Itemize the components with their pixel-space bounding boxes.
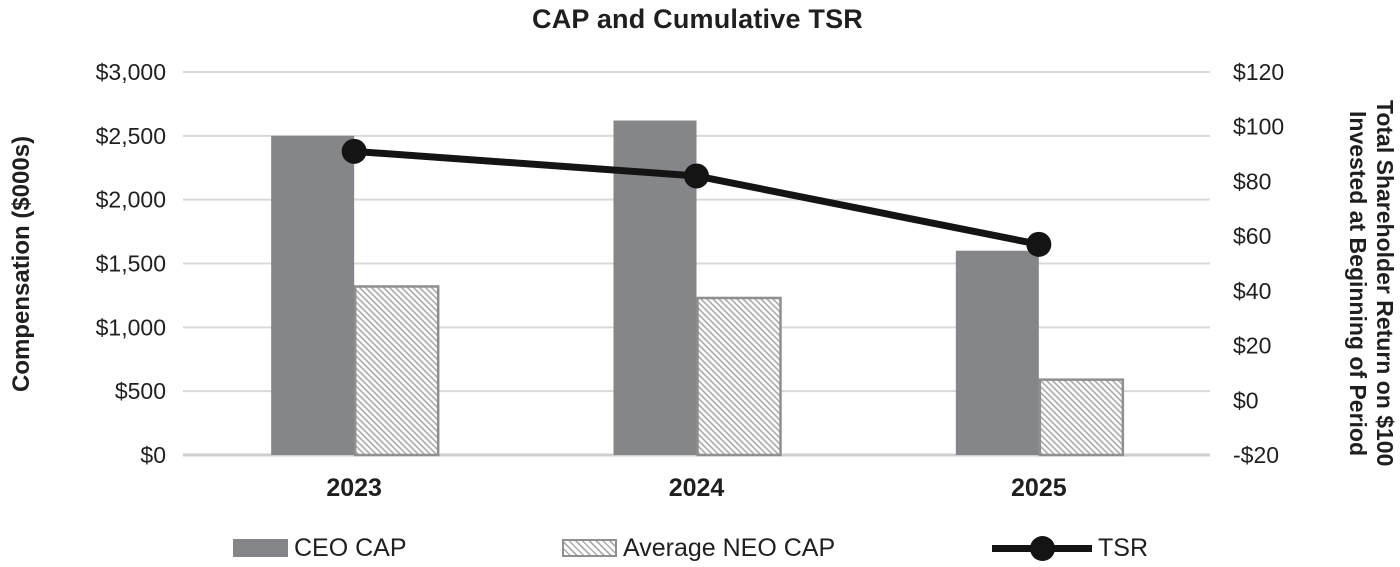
legend-label-ceo-cap: CEO CAP xyxy=(294,533,407,562)
bar-average-neo-cap-2024 xyxy=(696,296,782,457)
bar-average-neo-cap-2023 xyxy=(353,285,440,457)
right-axis-tick-label: $60 xyxy=(1233,223,1271,249)
tsr-marker-2023 xyxy=(341,138,367,164)
legend-label-average-neo-cap: Average NEO CAP xyxy=(623,533,836,562)
x-axis-label-2023: 2023 xyxy=(326,474,382,502)
left-axis-tick-label: $0 xyxy=(140,442,166,468)
bar-ceo-cap-2025 xyxy=(955,250,1039,455)
average-neo-cap-swatch xyxy=(562,539,617,557)
left-axis-tick-label: $1,500 xyxy=(96,251,166,277)
legend-item-ceo-cap: CEO CAP xyxy=(233,534,407,562)
right-axis-tick-label: $40 xyxy=(1233,278,1271,304)
legend-item-tsr: TSR xyxy=(992,534,1148,562)
left-axis-tick-label: $2,500 xyxy=(96,123,166,149)
tsr-marker-2025 xyxy=(1026,231,1052,257)
right-axis-tick-label: $0 xyxy=(1233,387,1259,413)
right-axis-tick-label: -$20 xyxy=(1233,442,1279,468)
right-axis-tick-label: $100 xyxy=(1233,114,1284,140)
left-axis-tick-label: $2,000 xyxy=(96,187,166,213)
right-axis-title: Total Shareholder Return on $100 Investe… xyxy=(1344,0,1398,567)
right-axis-title-line-2: Invested at Beginning of Period xyxy=(1344,110,1371,457)
right-axis-tick-label: $20 xyxy=(1233,333,1271,359)
x-axis-label-2025: 2025 xyxy=(1011,474,1067,502)
x-axis-label-2024: 2024 xyxy=(669,474,725,502)
bar-average-neo-cap-2025 xyxy=(1038,378,1125,457)
legend: CEO CAP Average NEO CAP TSR xyxy=(0,534,1400,564)
right-axis-tick-label: $80 xyxy=(1233,168,1271,194)
left-axis-tick-label: $3,000 xyxy=(96,59,166,85)
tsr-marker-2024 xyxy=(684,163,709,189)
left-axis-tick-label: $500 xyxy=(115,378,166,404)
right-axis-tick-label: $120 xyxy=(1233,59,1284,85)
ceo-cap-swatch xyxy=(233,539,288,557)
chart-title: CAP and Cumulative TSR xyxy=(532,4,863,34)
legend-item-average-neo-cap: Average NEO CAP xyxy=(562,534,835,562)
bar-ceo-cap-2023 xyxy=(271,135,355,456)
legend-label-tsr: TSR xyxy=(1098,533,1148,562)
left-axis-tick-label: $1,000 xyxy=(96,314,166,340)
right-axis-title-line-1: Total Shareholder Return on $100 xyxy=(1372,100,1398,467)
tsr-line-marker-icon xyxy=(992,535,1092,561)
